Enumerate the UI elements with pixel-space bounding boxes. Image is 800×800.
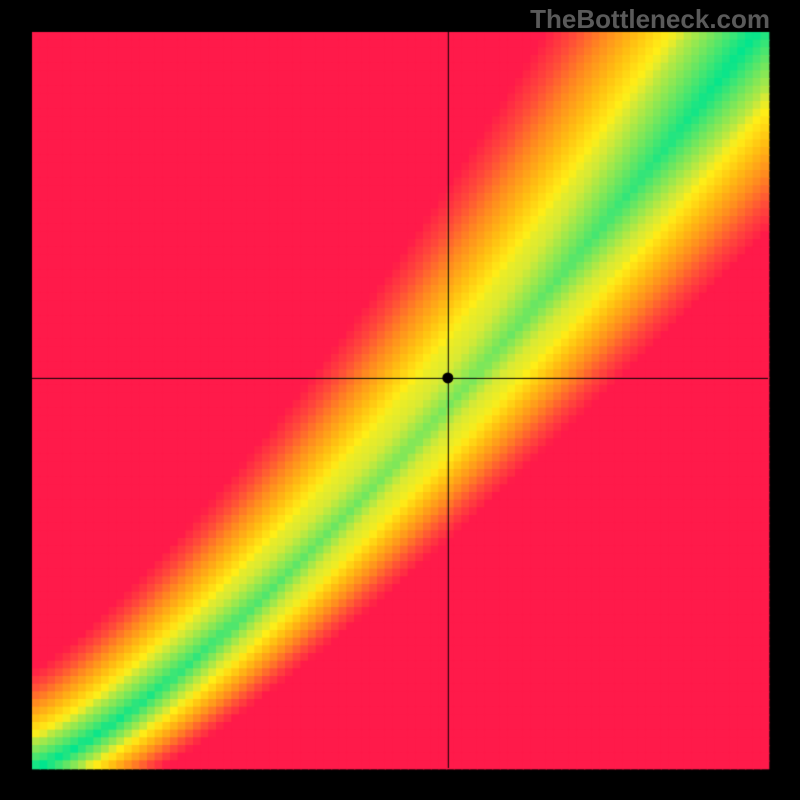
bottleneck-heatmap	[0, 0, 800, 800]
watermark-text: TheBottleneck.com	[530, 4, 770, 35]
chart-container: TheBottleneck.com	[0, 0, 800, 800]
